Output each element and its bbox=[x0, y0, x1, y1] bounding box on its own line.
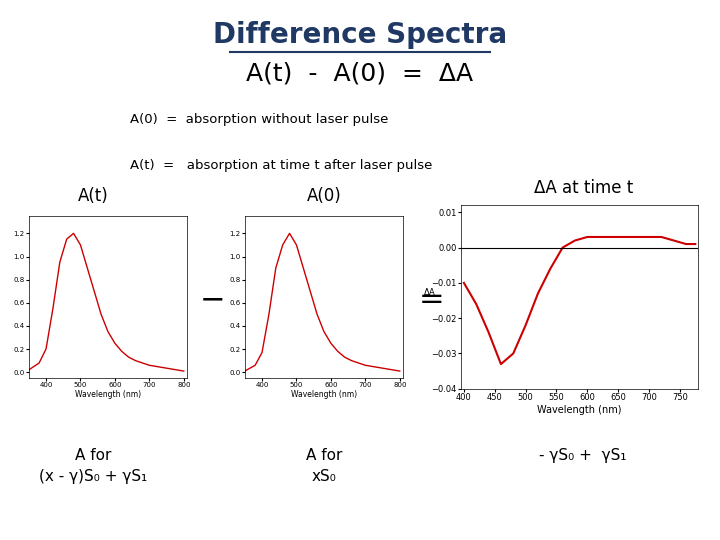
Text: A(t)  -  A(0)  =  ΔA: A(t) - A(0) = ΔA bbox=[246, 62, 474, 85]
Text: A for
(x - γ)S₀ + γS₁: A for (x - γ)S₀ + γS₁ bbox=[40, 448, 148, 484]
Text: ΔA at time t: ΔA at time t bbox=[534, 179, 633, 197]
X-axis label: Wavelength (nm): Wavelength (nm) bbox=[75, 389, 141, 399]
X-axis label: Wavelength (nm): Wavelength (nm) bbox=[291, 389, 357, 399]
Text: −: − bbox=[199, 285, 225, 314]
Text: A(0): A(0) bbox=[307, 187, 341, 205]
Text: =: = bbox=[419, 285, 445, 314]
Text: A(t): A(t) bbox=[78, 187, 109, 205]
Text: - γS₀ +  γS₁: - γS₀ + γS₁ bbox=[539, 448, 627, 463]
Text: Difference Spectra: Difference Spectra bbox=[213, 21, 507, 49]
Y-axis label: $\Delta$A: $\Delta$A bbox=[423, 286, 436, 297]
X-axis label: Wavelength (nm): Wavelength (nm) bbox=[537, 405, 622, 415]
Text: A(t)  =   absorption at time t after laser pulse: A(t) = absorption at time t after laser … bbox=[130, 159, 432, 172]
Text: A(0)  =  absorption without laser pulse: A(0) = absorption without laser pulse bbox=[130, 113, 388, 126]
Text: A for
xS₀: A for xS₀ bbox=[306, 448, 342, 484]
